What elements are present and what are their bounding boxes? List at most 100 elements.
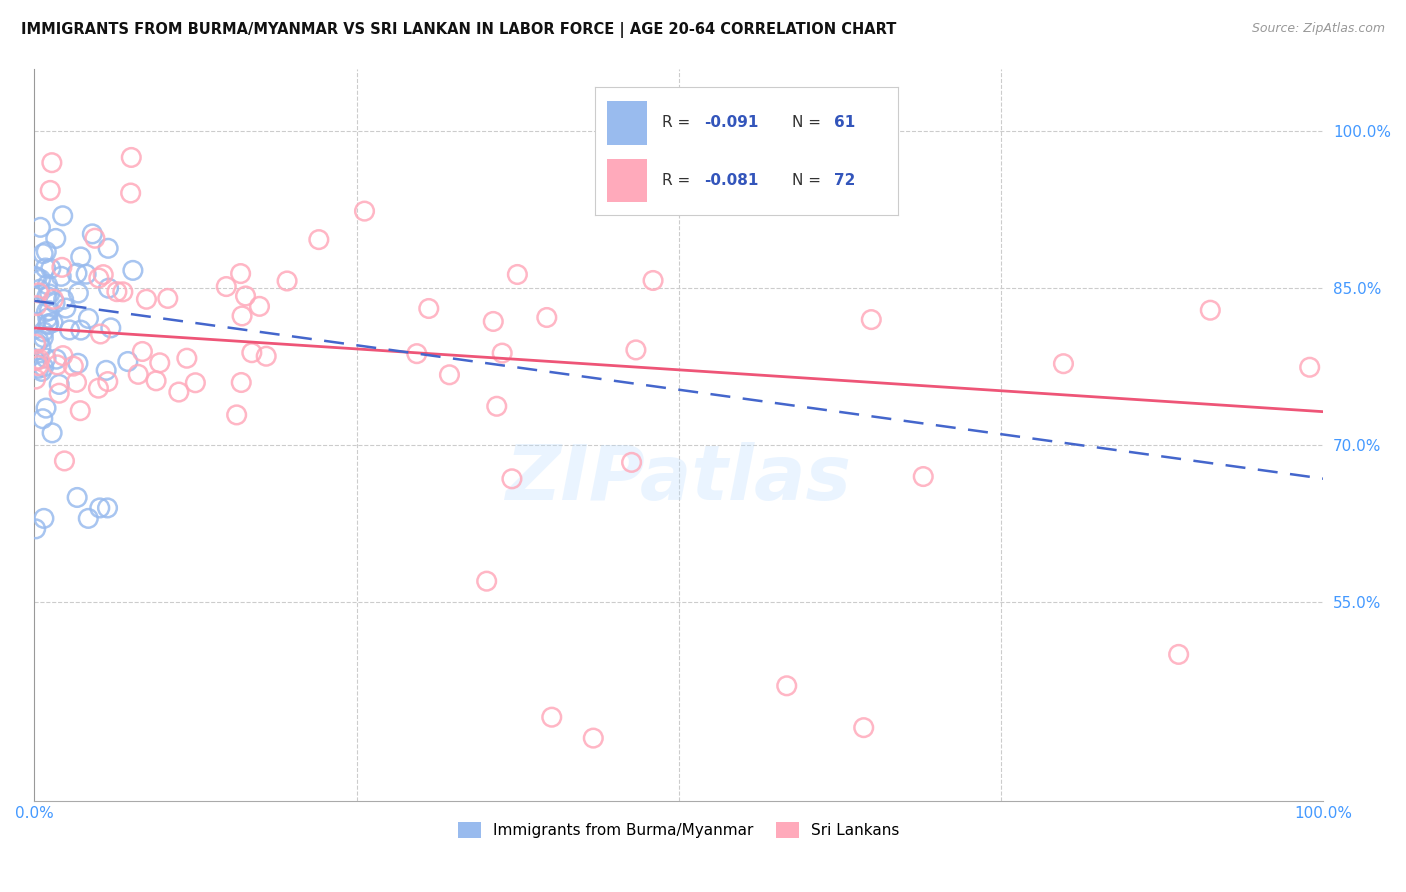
- Point: [215, 279, 238, 293]
- Point: [69, 323, 91, 337]
- Point: [122, 263, 145, 277]
- Point: [254, 349, 277, 363]
- Point: [105, 285, 128, 299]
- Point: [167, 385, 190, 400]
- Point: [32, 325, 55, 339]
- Point: [32, 511, 55, 525]
- Point: [66, 266, 89, 280]
- Point: [540, 710, 562, 724]
- Point: [485, 399, 508, 413]
- Point: [77, 511, 100, 525]
- Point: [48, 386, 70, 401]
- Point: [117, 354, 139, 368]
- Point: [38, 317, 60, 331]
- Point: [46, 358, 69, 372]
- Text: Source: ZipAtlas.com: Source: ZipAtlas.com: [1251, 22, 1385, 36]
- Point: [28, 282, 51, 296]
- Point: [28, 285, 51, 300]
- Point: [135, 292, 157, 306]
- Point: [25, 352, 48, 367]
- Point: [25, 315, 48, 329]
- Point: [35, 351, 58, 365]
- Point: [83, 231, 105, 245]
- Point: [156, 292, 179, 306]
- Point: [24, 522, 46, 536]
- Point: [97, 281, 120, 295]
- Point: [24, 337, 46, 351]
- Point: [89, 500, 111, 515]
- Point: [353, 204, 375, 219]
- Point: [66, 356, 89, 370]
- Point: [77, 311, 100, 326]
- Point: [42, 315, 65, 329]
- Point: [38, 303, 60, 318]
- Point: [91, 268, 114, 282]
- Point: [51, 260, 73, 275]
- Point: [30, 339, 52, 353]
- Point: [42, 292, 65, 306]
- Point: [38, 287, 60, 301]
- Point: [52, 349, 75, 363]
- Point: [97, 241, 120, 255]
- Point: [776, 679, 799, 693]
- Point: [506, 268, 529, 282]
- Point: [87, 381, 110, 395]
- Point: [536, 310, 558, 325]
- Point: [32, 360, 55, 375]
- Point: [52, 209, 75, 223]
- Point: [45, 231, 67, 245]
- Point: [482, 314, 505, 328]
- Point: [39, 261, 62, 276]
- Point: [501, 472, 523, 486]
- Point: [48, 377, 70, 392]
- Point: [24, 334, 46, 349]
- Point: [35, 289, 58, 303]
- Point: [96, 500, 118, 515]
- Point: [405, 346, 427, 360]
- Point: [52, 293, 75, 307]
- Point: [620, 455, 643, 469]
- Point: [67, 286, 90, 301]
- Point: [1298, 360, 1320, 375]
- Point: [31, 411, 53, 425]
- Point: [35, 401, 58, 416]
- Point: [65, 376, 87, 390]
- Point: [32, 330, 55, 344]
- Point: [96, 363, 118, 377]
- Point: [87, 271, 110, 285]
- Point: [231, 309, 253, 323]
- Point: [25, 270, 48, 285]
- Point: [66, 491, 89, 505]
- Point: [24, 269, 46, 284]
- Point: [184, 376, 207, 390]
- Point: [37, 318, 59, 332]
- Point: [24, 372, 46, 386]
- Point: [41, 425, 63, 440]
- Point: [439, 368, 461, 382]
- Point: [145, 374, 167, 388]
- Point: [641, 273, 664, 287]
- Point: [75, 267, 97, 281]
- Point: [231, 376, 253, 390]
- Point: [35, 304, 58, 318]
- Point: [240, 345, 263, 359]
- Point: [276, 274, 298, 288]
- Point: [97, 375, 120, 389]
- Text: ZIPatlas: ZIPatlas: [506, 442, 852, 516]
- Point: [418, 301, 440, 316]
- Point: [1167, 648, 1189, 662]
- Point: [176, 351, 198, 366]
- Point: [34, 260, 56, 275]
- Point: [82, 227, 104, 241]
- Point: [45, 352, 67, 367]
- Point: [37, 277, 59, 292]
- Point: [127, 368, 149, 382]
- Point: [44, 296, 66, 310]
- Point: [41, 155, 63, 169]
- Point: [229, 267, 252, 281]
- Point: [149, 356, 172, 370]
- Point: [30, 272, 52, 286]
- Point: [35, 244, 58, 259]
- Point: [28, 352, 51, 367]
- Point: [225, 408, 247, 422]
